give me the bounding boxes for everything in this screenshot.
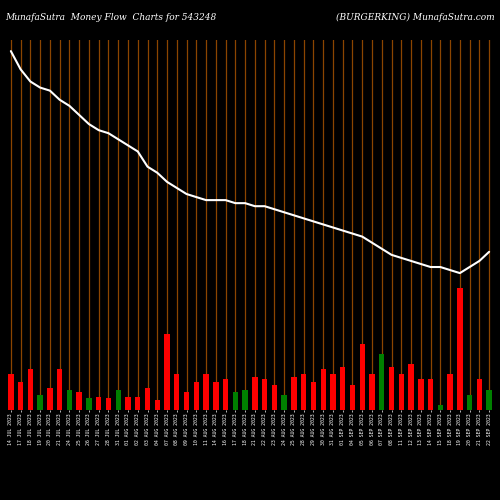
Bar xyxy=(18,382,24,410)
Bar xyxy=(174,374,180,410)
Bar xyxy=(252,378,258,410)
Bar xyxy=(360,344,365,410)
Bar xyxy=(389,368,394,410)
Bar xyxy=(467,394,472,410)
Bar xyxy=(320,370,326,410)
Text: (BURGERKING) MunafaSutra.com: (BURGERKING) MunafaSutra.com xyxy=(336,12,495,22)
Bar xyxy=(57,370,62,410)
Bar xyxy=(145,388,150,410)
Bar xyxy=(262,380,268,410)
Bar xyxy=(242,390,248,410)
Bar xyxy=(291,378,296,410)
Bar xyxy=(330,374,336,410)
Bar xyxy=(106,398,111,410)
Bar xyxy=(223,380,228,410)
Bar xyxy=(96,397,102,410)
Bar xyxy=(154,400,160,410)
Bar xyxy=(164,334,170,410)
Bar xyxy=(486,390,492,410)
Bar xyxy=(457,288,462,410)
Bar xyxy=(194,382,199,410)
Bar xyxy=(311,382,316,410)
Bar xyxy=(370,374,374,410)
Bar xyxy=(379,354,384,410)
Bar xyxy=(76,392,82,410)
Bar xyxy=(408,364,414,410)
Bar xyxy=(38,394,43,410)
Bar xyxy=(86,398,92,410)
Bar xyxy=(126,397,130,410)
Bar xyxy=(340,368,345,410)
Bar xyxy=(184,392,189,410)
Bar xyxy=(66,390,72,410)
Text: MunafaSutra  Money Flow  Charts for 543248: MunafaSutra Money Flow Charts for 543248 xyxy=(5,12,216,22)
Bar xyxy=(350,384,355,410)
Bar xyxy=(398,374,404,410)
Bar xyxy=(204,374,209,410)
Bar xyxy=(135,397,140,410)
Bar xyxy=(428,380,434,410)
Bar xyxy=(232,392,238,410)
Bar xyxy=(301,374,306,410)
Bar xyxy=(8,374,14,410)
Bar xyxy=(213,382,218,410)
Bar xyxy=(47,388,52,410)
Bar xyxy=(476,380,482,410)
Bar xyxy=(282,394,287,410)
Bar xyxy=(438,405,443,410)
Bar xyxy=(28,370,33,410)
Bar xyxy=(116,390,121,410)
Bar xyxy=(448,374,453,410)
Bar xyxy=(418,380,424,410)
Bar xyxy=(272,384,277,410)
